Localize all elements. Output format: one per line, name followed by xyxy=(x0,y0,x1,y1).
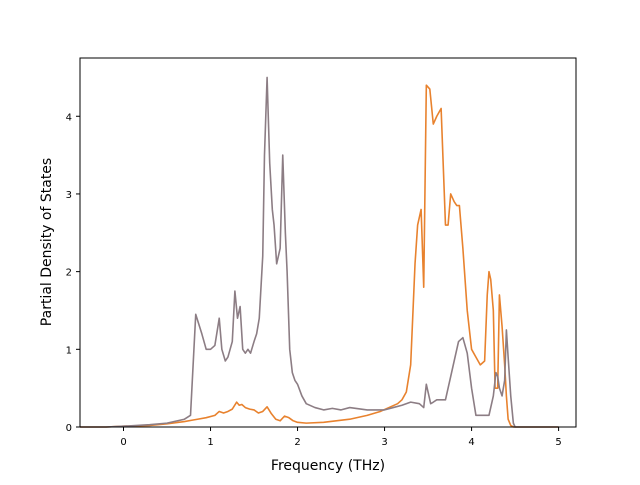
series-layer xyxy=(80,76,559,428)
x-tick-label: 3 xyxy=(381,437,387,448)
y-tick-label: 0 xyxy=(66,423,72,434)
y-tick-label: 2 xyxy=(66,268,72,279)
x-tick-label: 1 xyxy=(207,437,213,448)
plot-area xyxy=(80,58,576,427)
y-tick-label: 1 xyxy=(66,345,72,356)
y-tick-label: 4 xyxy=(66,112,72,123)
x-tick-label: 2 xyxy=(294,437,300,448)
ticks-layer: 0 1 2 3 4 5 0 1 2 3 4 xyxy=(66,112,562,448)
x-tick-label: 0 xyxy=(120,437,126,448)
y-axis-label: Partial Density of States xyxy=(39,158,55,326)
x-axis-label: Frequency (THz) xyxy=(271,458,385,474)
series-line-1 xyxy=(80,84,559,428)
series-line-2 xyxy=(80,76,559,428)
y-tick-label: 3 xyxy=(66,190,72,201)
x-tick-label: 5 xyxy=(555,437,561,448)
plot-frame xyxy=(79,57,577,428)
x-tick-label: 4 xyxy=(468,437,474,448)
